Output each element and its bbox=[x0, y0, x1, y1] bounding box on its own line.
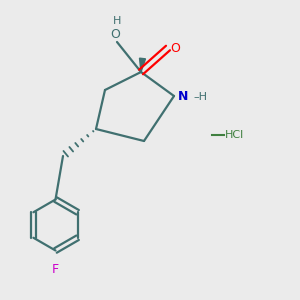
Text: HCl: HCl bbox=[225, 130, 244, 140]
Text: N: N bbox=[178, 89, 188, 103]
Text: O: O bbox=[170, 41, 180, 55]
Text: F: F bbox=[52, 263, 59, 276]
Text: O: O bbox=[111, 28, 120, 40]
Text: H: H bbox=[112, 16, 121, 26]
Text: –H: –H bbox=[194, 92, 208, 103]
Polygon shape bbox=[140, 58, 146, 72]
